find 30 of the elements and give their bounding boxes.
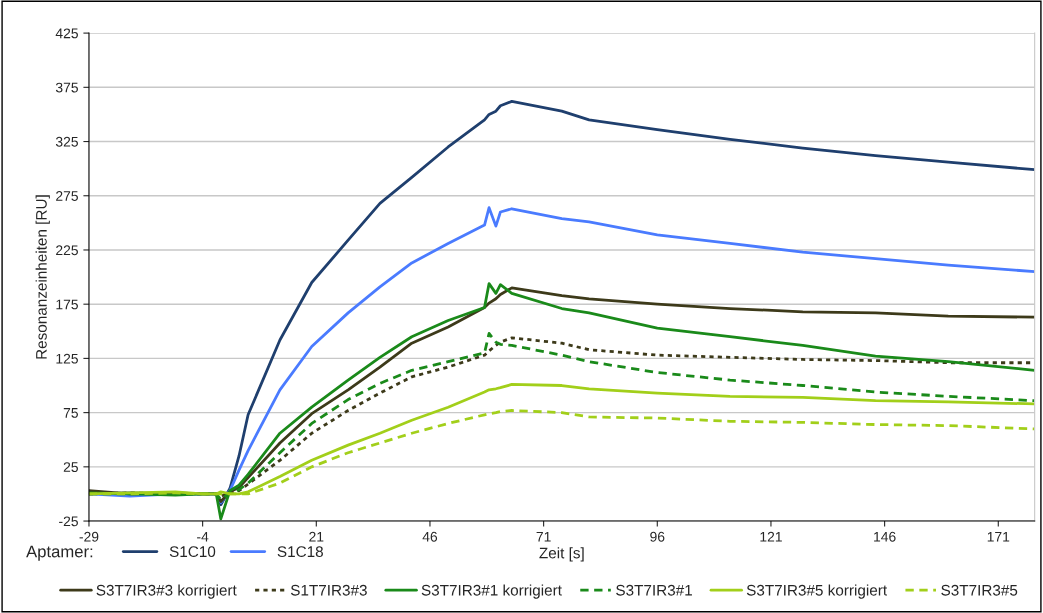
x-tick-label: 21 (309, 531, 324, 542)
y-tick-label: 425 (55, 28, 78, 39)
legend-title: Aptamer: (26, 545, 93, 561)
y-tick-label: 375 (55, 82, 78, 93)
legend-label: S1C10 (169, 546, 216, 558)
y-tick-label: 125 (56, 353, 78, 364)
legend-label: S3T7IR3#3 korrigiert (96, 584, 237, 599)
x-tick-label: -4 (197, 531, 209, 542)
x-tick-label: 121 (760, 531, 782, 542)
x-tick-label: 96 (650, 531, 665, 542)
legend-label: S3T7IR3#1 korrigiert (421, 584, 562, 599)
y-tick-label: 275 (56, 191, 78, 201)
y-tick-label: 175 (56, 299, 78, 310)
x-tick-label: -29 (79, 531, 99, 542)
legend-label: S1T7IR3#3 (290, 584, 367, 596)
x-tick-label: 171 (987, 531, 1010, 542)
x-tick-label: 71 (536, 531, 551, 542)
x-tick-label: 146 (874, 531, 896, 542)
y-tick-label: 25 (63, 462, 78, 472)
y-tick-label: 325 (55, 136, 78, 147)
y-axis-title: Resonanzeinheiten [RU] (35, 195, 50, 359)
y-tick-label: 225 (56, 245, 78, 256)
legend-label: S3T7IR3#5 korrigiert (746, 584, 887, 599)
y-tick-label: 75 (63, 408, 78, 418)
legend-label: S3T7IR3#1 (616, 584, 692, 596)
y-tick-label: -25 (59, 516, 78, 527)
legend-label: S1C18 (277, 546, 323, 558)
legend-label: S3T7IR3#5 (941, 584, 1018, 596)
x-axis-title: Zeit [s] (539, 547, 584, 562)
x-tick-label: 46 (422, 531, 438, 542)
